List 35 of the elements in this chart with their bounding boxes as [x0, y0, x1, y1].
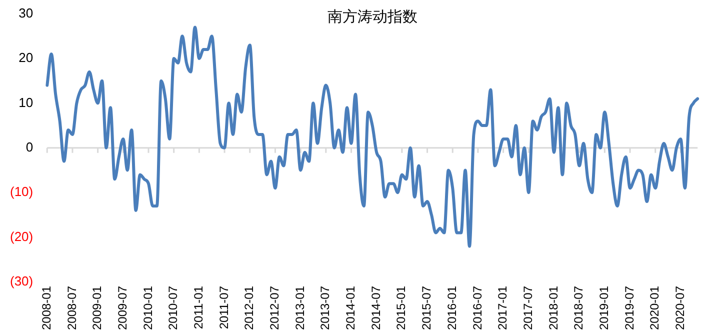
x-tick-label: 2015-07: [420, 286, 434, 330]
x-tick-label: 2017-01: [496, 286, 510, 330]
x-tick-label: 2016-07: [470, 286, 484, 330]
line-series: [46, 26, 700, 248]
x-tick-label: 2013-01: [292, 286, 307, 330]
x-tick-label: 2008-01: [39, 286, 54, 330]
y-tick-label: 20: [18, 50, 34, 66]
x-tick-label: 2020-01: [648, 286, 662, 330]
x-tick-label: 2019-07: [622, 286, 636, 330]
x-tick-label: 2014-01: [344, 286, 358, 330]
x-tick-label: 2009-01: [90, 286, 104, 330]
x-tick-label: 2015-01: [394, 286, 408, 330]
x-tick-label: 2008-07: [64, 286, 79, 330]
chart-title: 南方涛动指数: [327, 7, 418, 26]
x-tick-label: 2016-01: [444, 286, 459, 330]
y-tick-label: 0: [26, 139, 34, 154]
x-tick-label: 2011-07: [216, 286, 231, 330]
x-tick-label: 2009-07: [115, 286, 130, 330]
x-tick-label: 2020-07: [673, 286, 688, 330]
x-tick-label: 2018-07: [572, 286, 586, 330]
x-tick-label: 2010-07: [166, 286, 180, 330]
x-tick-label: 2018-01: [546, 286, 560, 330]
x-tick-label: 2011-01: [191, 286, 206, 330]
y-tick-label: (20): [10, 228, 34, 244]
x-tick-label: 2019-01: [596, 286, 611, 330]
x-tick-label: 2012-01: [242, 286, 256, 330]
x-tick-label: 2010-01: [140, 286, 155, 330]
y-tick-label: (30): [10, 274, 34, 289]
x-tick-label: 2013-07: [318, 286, 332, 330]
y-tick-label: (10): [10, 184, 34, 200]
y-tick-label: 10: [18, 94, 34, 110]
x-tick-label: 2017-07: [520, 286, 535, 330]
x-tick-label: 2014-07: [368, 286, 383, 330]
y-tick-label: 30: [18, 5, 34, 20]
x-tick-label: 2012-07: [268, 286, 282, 330]
